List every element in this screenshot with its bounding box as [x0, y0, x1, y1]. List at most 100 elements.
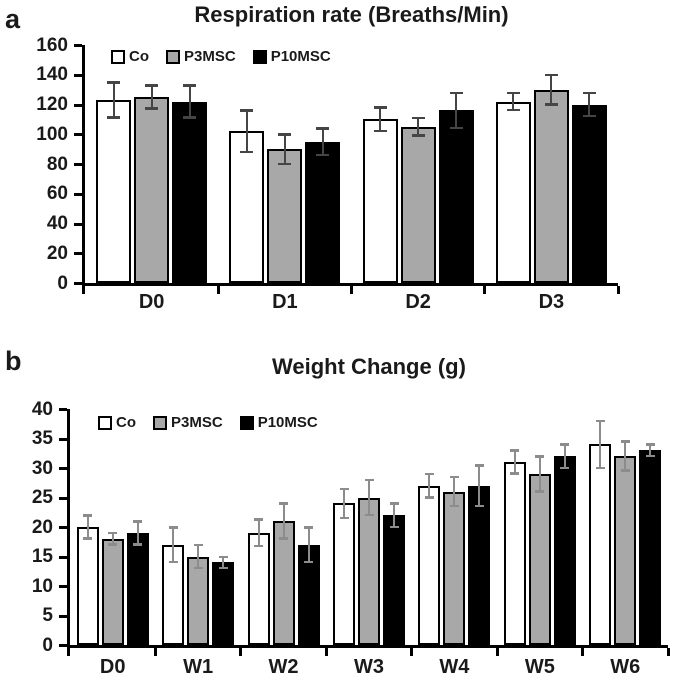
- legend-swatch-icon: [153, 415, 167, 430]
- error-bar-cap-bottom: [411, 134, 425, 137]
- legend-swatch-icon: [252, 49, 267, 64]
- error-bar-line: [538, 456, 541, 492]
- category-label: W3: [353, 656, 384, 678]
- y-tick: [74, 282, 82, 285]
- error-bar-cap-top: [304, 526, 314, 529]
- y-tick: [74, 222, 82, 226]
- panel-b-title: Weight Change (g): [272, 354, 466, 379]
- bar-co-d3: [495, 101, 531, 283]
- error-bar-line: [478, 465, 481, 507]
- y-axis: [67, 409, 70, 648]
- error-bar-line: [599, 420, 602, 468]
- error-bar-cap-bottom: [389, 525, 399, 528]
- y-tick: [59, 526, 67, 529]
- y-tick: [59, 555, 67, 559]
- y-tick: [59, 467, 67, 470]
- y-tick: [59, 614, 67, 618]
- error-bar-line: [550, 74, 553, 105]
- y-tick-label: 60: [46, 183, 68, 205]
- bar-co-w3: [333, 503, 355, 645]
- x-tick: [410, 648, 414, 656]
- error-bar-cap-top: [168, 526, 178, 529]
- y-tick-label: 100: [36, 123, 68, 145]
- legend-swatch-icon: [239, 415, 254, 430]
- legend-item-co: Co: [111, 49, 149, 64]
- x-tick: [153, 648, 157, 656]
- y-tick: [74, 73, 82, 77]
- category-label: W2: [268, 656, 299, 678]
- error-bar-line: [197, 544, 200, 569]
- legend: Co P3MSC P10MSC: [111, 49, 331, 64]
- error-bar-cap-bottom: [107, 116, 121, 119]
- error-bar-cap-bottom: [582, 114, 596, 118]
- x-tick: [350, 286, 353, 294]
- legend: Co P3MSC P10MSC: [98, 415, 318, 430]
- y-axis: [82, 45, 85, 286]
- legend-label: P3MSC: [184, 48, 236, 65]
- y-tick-label: 20: [31, 516, 53, 538]
- error-bar-cap-top: [279, 502, 289, 505]
- x-tick: [616, 286, 620, 294]
- panel-a-label: a: [5, 4, 21, 34]
- category-label: W1: [183, 656, 214, 678]
- bar-p10msc-d1: [305, 141, 341, 283]
- error-bar-cap-bottom: [544, 103, 558, 106]
- error-bar-cap-top: [373, 106, 387, 109]
- y-tick-label: 120: [36, 94, 68, 115]
- error-bar-line: [111, 532, 114, 545]
- error-bar-cap-top: [364, 478, 374, 482]
- error-bar-line: [455, 92, 458, 129]
- error-bar-line: [453, 476, 456, 507]
- error-bar-cap-bottom: [449, 126, 463, 130]
- y-tick-label: 0: [42, 634, 53, 656]
- error-bar-cap-bottom: [506, 108, 520, 112]
- bar-co-w5: [503, 462, 526, 645]
- error-bar-cap-top: [506, 91, 520, 95]
- error-bar-cap-bottom: [240, 150, 254, 154]
- x-tick: [82, 286, 85, 294]
- error-bar-cap-top: [560, 443, 570, 446]
- panel-b-label: b: [5, 346, 22, 376]
- error-bar-line: [393, 503, 395, 527]
- x-tick: [216, 286, 220, 294]
- y-tick-label: 20: [46, 242, 68, 264]
- category-label: D2: [405, 291, 431, 313]
- error-bar-cap-top: [544, 73, 558, 77]
- bar-co-w2: [247, 532, 270, 645]
- legend-label: P10MSC: [270, 48, 331, 65]
- error-bar-line: [257, 519, 260, 547]
- bar-p3msc-d0: [101, 538, 124, 645]
- bar-co-d0: [76, 527, 99, 645]
- error-bar-line: [588, 92, 591, 117]
- error-bar-cap-bottom: [510, 472, 520, 475]
- x-tick: [324, 648, 328, 656]
- legend-label: Co: [116, 414, 136, 431]
- y-tick: [59, 408, 67, 411]
- error-bar-cap-bottom: [364, 513, 374, 517]
- x-tick: [483, 286, 487, 294]
- legend-item-p10msc: P10MSC: [239, 415, 318, 430]
- error-bar-cap-bottom: [254, 544, 264, 548]
- error-bar-cap-top: [595, 419, 605, 423]
- error-bar-cap-bottom: [183, 116, 197, 119]
- y-tick: [59, 437, 67, 441]
- y-tick-label: 10: [31, 575, 53, 597]
- category-label: W5: [524, 656, 555, 678]
- category-label: W4: [439, 656, 470, 678]
- error-bar-line: [112, 82, 115, 118]
- error-bar-cap-top: [424, 472, 434, 476]
- error-bar-cap-bottom: [535, 490, 545, 493]
- x-axis: [82, 283, 618, 286]
- y-tick-label: 40: [46, 213, 68, 234]
- error-bar-cap-top: [316, 127, 330, 130]
- bar-p10msc-d2: [438, 110, 474, 283]
- x-tick: [495, 648, 499, 656]
- error-bar-line: [624, 441, 627, 471]
- legend-item-p10msc: P10MSC: [252, 48, 331, 65]
- y-tick-label: 140: [36, 64, 68, 86]
- error-bar-cap-bottom: [424, 496, 434, 499]
- bar-p3msc-w4: [443, 491, 466, 645]
- error-bar-cap-top: [107, 81, 121, 84]
- y-tick-label: 80: [46, 153, 68, 175]
